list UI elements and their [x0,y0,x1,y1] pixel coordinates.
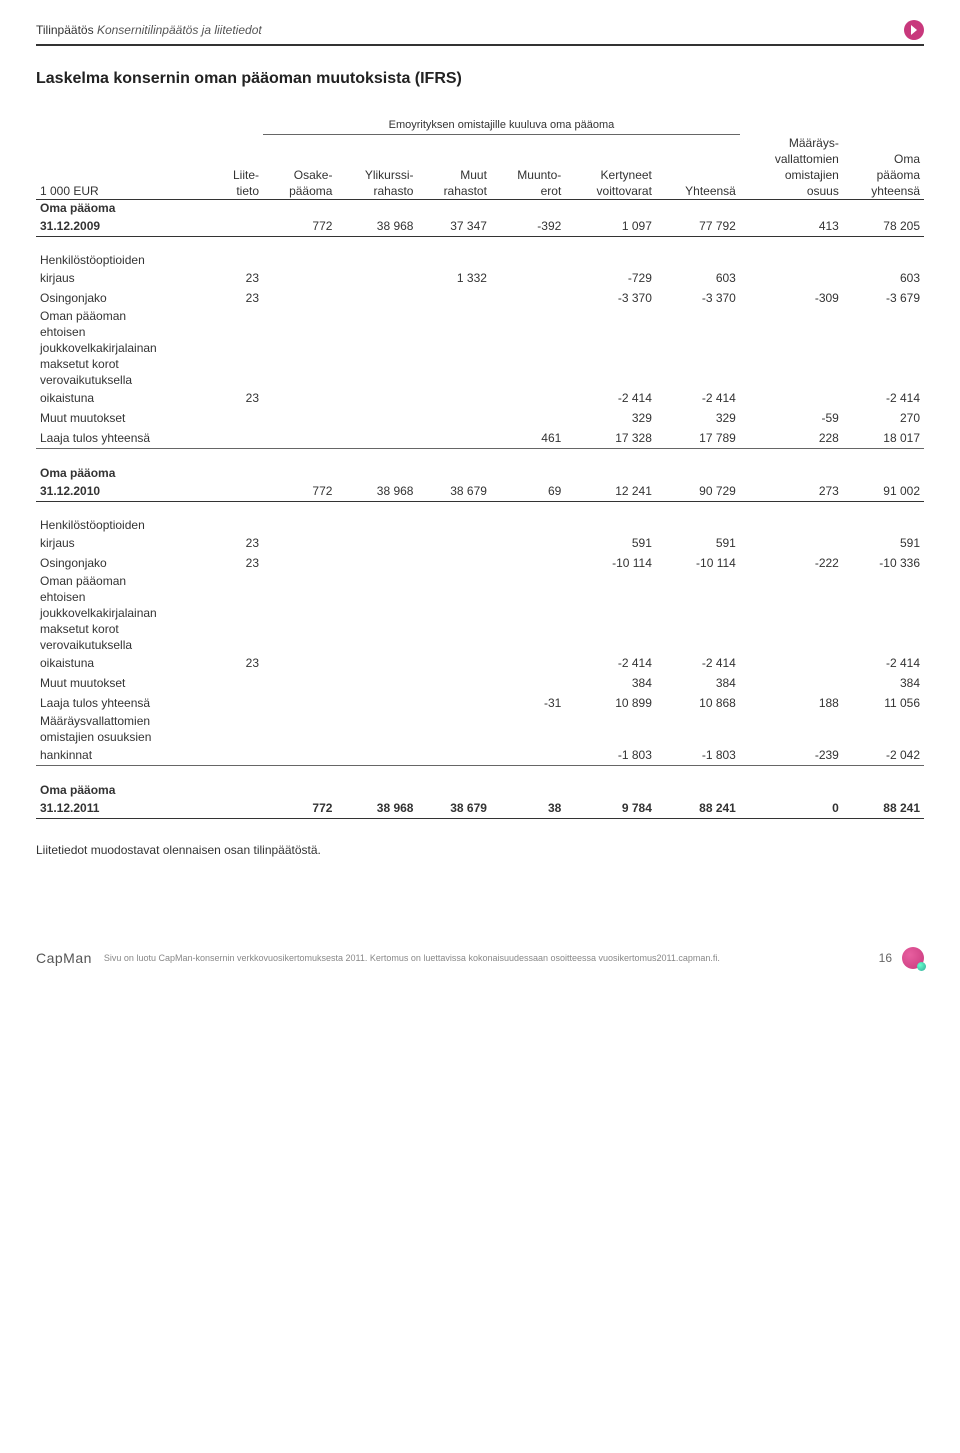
page-number: 16 [879,951,892,965]
page-title: Laskelma konsernin oman pääoman muutoksi… [36,70,924,88]
breadcrumb-subsection: Konsernitilinpäätös ja liitetiedot [97,23,262,37]
page-footer: CapMan Sivu on luotu CapMan-konsernin ve… [36,937,924,969]
unit-label: 1 000 EUR [36,183,214,200]
footnote: Liitetiedot muodostavat olennaisen osan … [36,843,924,857]
equity-table: Emoyrityksen omistajille kuuluva oma pää… [36,116,924,819]
group-header: Emoyrityksen omistajille kuuluva oma pää… [263,116,740,135]
chevron-right-icon [909,25,919,35]
brand-icon [902,947,924,969]
logo: CapMan [36,950,92,966]
footer-text: Sivu on luotu CapMan-konsernin verkkovuo… [104,953,720,963]
breadcrumb-section: Tilinpäätös [36,23,94,37]
breadcrumb-bar: Tilinpäätös Konsernitilinpäätös ja liite… [36,20,924,46]
row-label: Oma pääoma [36,199,214,216]
next-page-button[interactable] [904,20,924,40]
